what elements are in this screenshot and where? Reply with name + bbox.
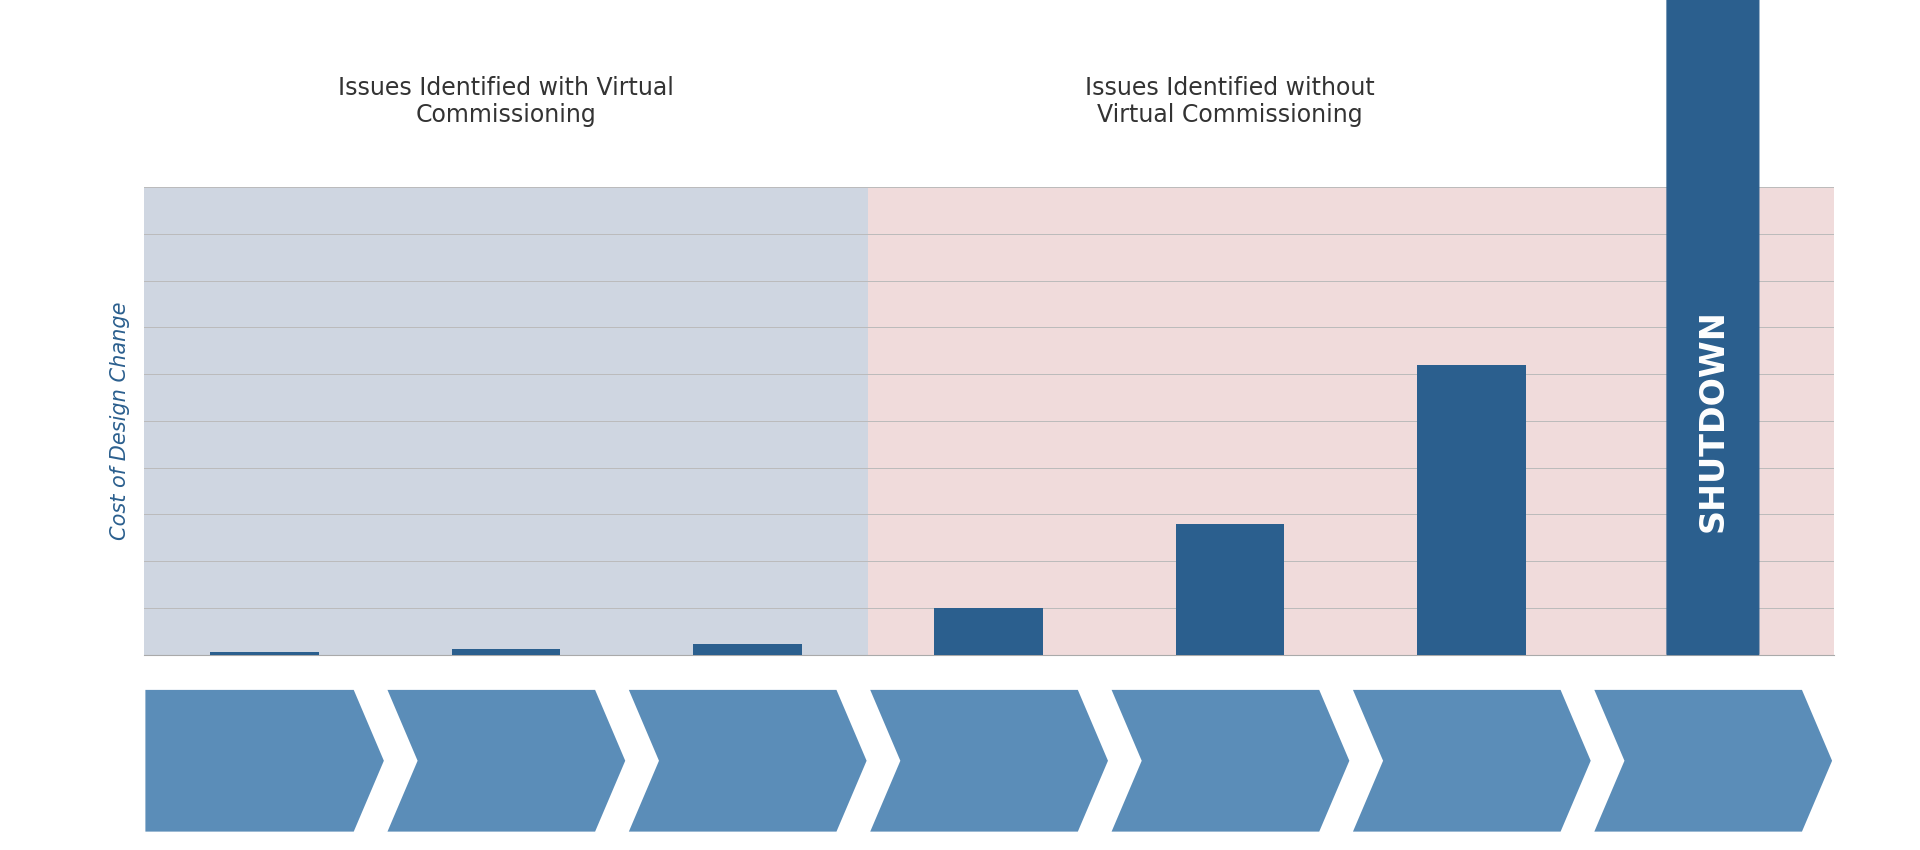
FancyArrow shape bbox=[1626, 0, 1799, 654]
Bar bbox=[144, 187, 868, 654]
Text: Concept: Concept bbox=[236, 753, 307, 768]
Text: Prototype: Prototype bbox=[954, 753, 1039, 768]
Text: Issues Identified without
Virtual Commissioning: Issues Identified without Virtual Commis… bbox=[1085, 76, 1375, 128]
Text: Production Design: Production Design bbox=[1160, 753, 1315, 768]
Text: Systems
Design: Systems Design bbox=[476, 745, 549, 777]
Bar bbox=[868, 187, 1834, 654]
Bar bbox=[211, 652, 319, 654]
Text: Issues Identified with Virtual
Commissioning: Issues Identified with Virtual Commissio… bbox=[338, 76, 674, 128]
Text: Release to Market: Release to Market bbox=[1642, 753, 1799, 768]
Bar bbox=[1417, 365, 1526, 654]
Bar bbox=[1175, 524, 1284, 654]
Y-axis label: Cost of Design Change: Cost of Design Change bbox=[109, 302, 131, 540]
Bar bbox=[451, 649, 561, 654]
Text: Production: Production bbox=[1432, 753, 1526, 768]
Text: Detailed Design: Detailed Design bbox=[687, 753, 824, 768]
Bar bbox=[935, 608, 1043, 654]
Text: SHUTDOWN: SHUTDOWN bbox=[1697, 309, 1730, 532]
Bar bbox=[693, 644, 803, 654]
